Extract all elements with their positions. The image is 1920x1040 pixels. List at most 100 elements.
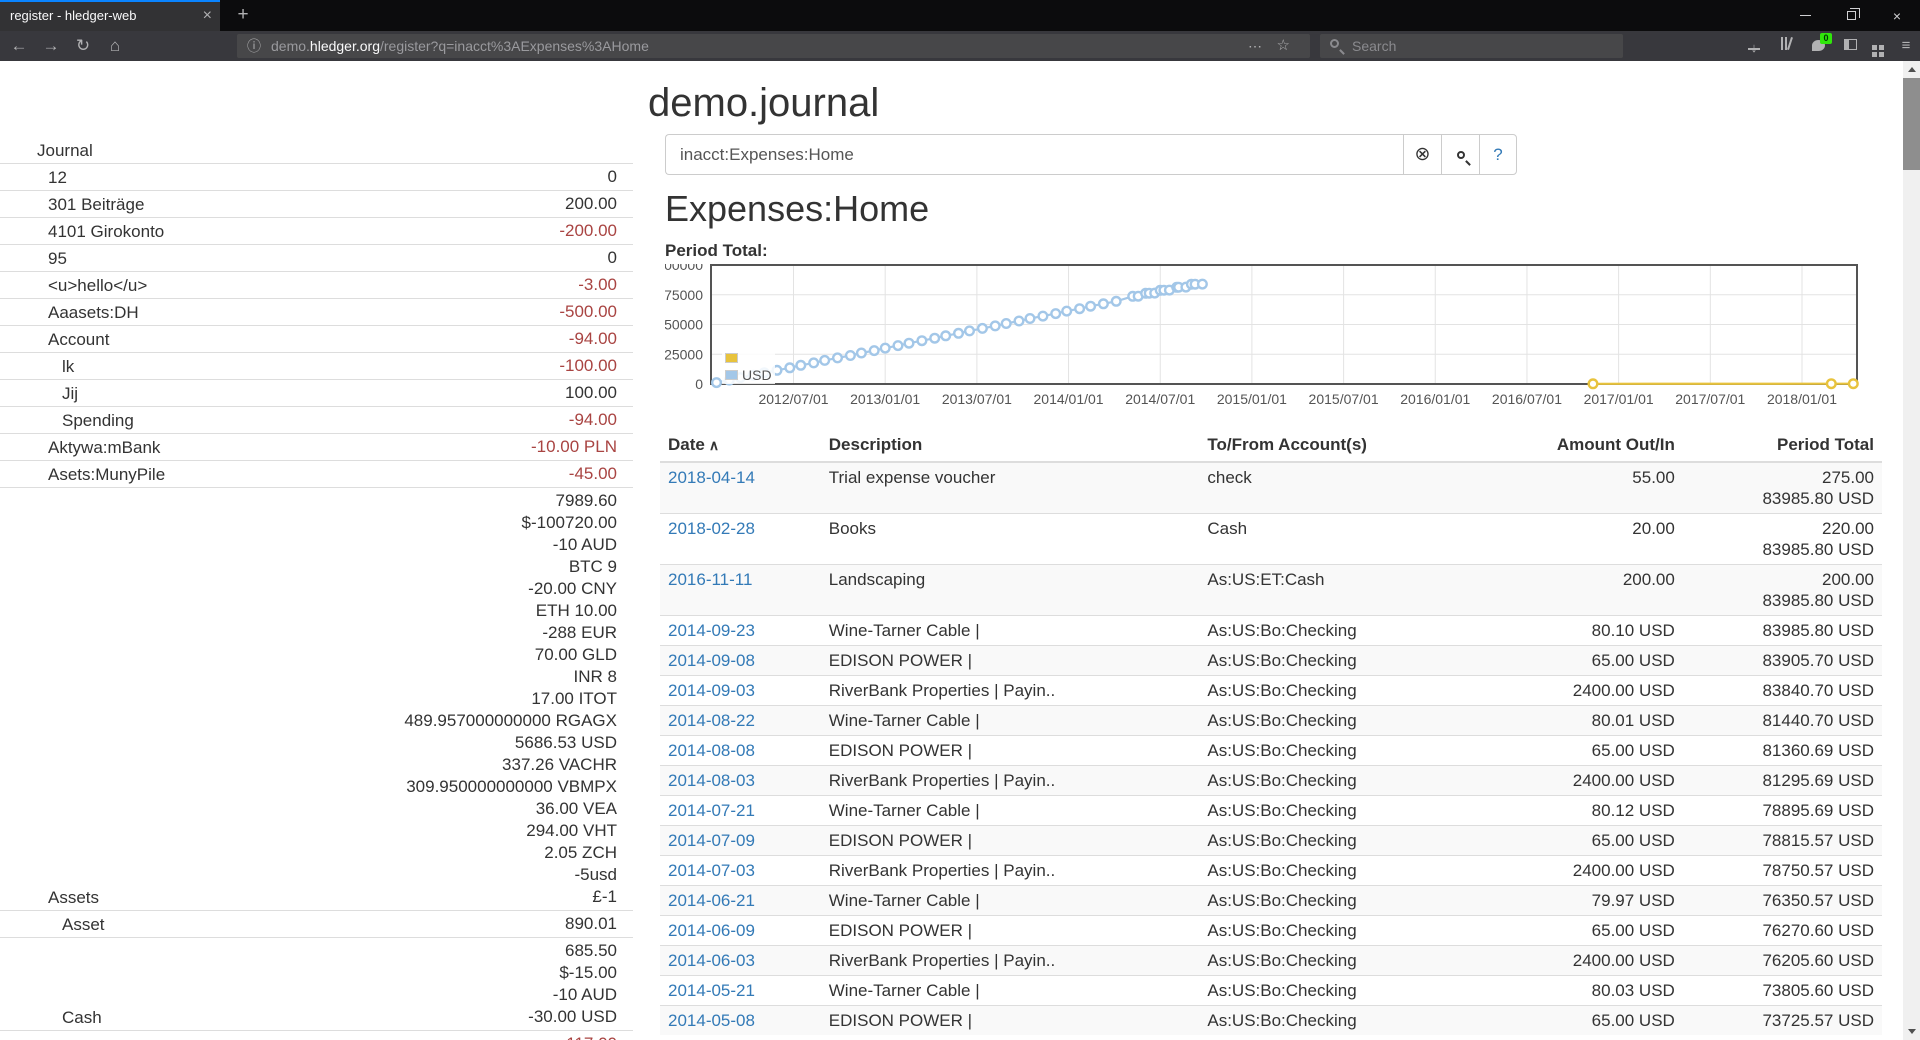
transaction-date-link[interactable]: 2014-07-03 (668, 861, 755, 880)
transaction-date-link[interactable]: 2018-02-28 (668, 519, 755, 538)
clear-search-button[interactable]: ⊗ (1403, 134, 1441, 175)
svg-text:2017/01/01: 2017/01/01 (1584, 391, 1654, 407)
sidebar-account-link[interactable]: 301 Beiträge (48, 195, 145, 214)
transaction-date-link[interactable]: 2014-08-22 (668, 711, 755, 730)
cell-description: RiverBank Properties | Payin.. (820, 765, 1200, 796)
table-row: 2014-06-21 Wine-Tarner Cable | As:US:Bo:Ch… (660, 885, 1882, 916)
forward-button[interactable]: → (42, 36, 60, 55)
cell-period-total: 73725.57 USD (1682, 1005, 1882, 1035)
sidebar-account-link[interactable]: 12 (48, 168, 67, 187)
window-minimize-button[interactable] (1782, 0, 1828, 31)
cell-description: Landscaping (820, 564, 1200, 616)
restore-icon (1846, 8, 1860, 20)
transaction-date-link[interactable]: 2014-09-08 (668, 651, 755, 670)
vertical-scrollbar[interactable] (1903, 61, 1920, 1040)
menu-button[interactable]: ≡ (1901, 37, 1911, 54)
bookmark-star-icon[interactable]: ☆ (1276, 37, 1290, 54)
cell-description: EDISON POWER | (820, 735, 1200, 766)
page-actions-icon[interactable]: ⋯ (1248, 38, 1262, 54)
balance-amount: -117.00 (561, 1033, 617, 1040)
home-button[interactable]: ⌂ (109, 36, 121, 55)
scroll-down-button[interactable] (1903, 1023, 1920, 1040)
sidebar-account-link[interactable]: Asset (62, 915, 105, 934)
svg-text:2012/07/01: 2012/07/01 (758, 391, 828, 407)
period-total-line: 76205.60 USD (1762, 951, 1874, 970)
period-total-line: 78815.57 USD (1762, 831, 1874, 850)
cell-period-total: 83840.70 USD (1682, 675, 1882, 706)
arrow-down-icon (1907, 1029, 1916, 1034)
downloads-button[interactable] (1740, 31, 1768, 63)
site-info-icon[interactable]: ⓘ (247, 38, 261, 54)
sidebar-row: Asset 890.01 (0, 910, 633, 937)
sidebar-account-link[interactable]: Cash (62, 1008, 102, 1027)
transaction-date-link[interactable]: 2014-08-03 (668, 771, 755, 790)
cell-date: 2014-05-21 (660, 975, 821, 1006)
back-button[interactable]: ← (10, 36, 28, 55)
transaction-date-link[interactable]: 2014-05-08 (668, 1011, 755, 1030)
svg-text:2015/07/01: 2015/07/01 (1309, 391, 1379, 407)
cell-amount: 65.00 USD (1473, 645, 1683, 676)
sidebar-account-link[interactable]: Account (48, 330, 110, 349)
transaction-date-link[interactable]: 2016-11-11 (668, 570, 753, 589)
window-close-button[interactable]: × (1892, 7, 1902, 24)
sidebar-account-link[interactable]: Aktywa:mBank (48, 438, 161, 457)
sidebar-account-link[interactable]: lk (62, 357, 75, 376)
query-input[interactable] (665, 134, 1403, 175)
scroll-up-button[interactable] (1903, 61, 1920, 78)
cell-account: As:US:ET:Cash (1199, 564, 1474, 616)
transaction-date-link[interactable]: 2014-06-03 (668, 951, 755, 970)
browser-search-field[interactable]: Search (1320, 34, 1623, 58)
sidebar-account-link[interactable]: Assets (48, 888, 100, 907)
reload-button[interactable]: ↻ (75, 36, 91, 55)
transaction-date-link[interactable]: 2014-07-21 (668, 801, 755, 820)
url-bar[interactable]: ⓘ demo.hledger.org/register?q=inacct%3AE… (237, 34, 1310, 58)
sidebar-journal-link[interactable]: Journal (37, 141, 93, 160)
scrollbar-thumb[interactable] (1903, 78, 1920, 170)
sidebar-account-link[interactable]: 4101 Girokonto (48, 222, 165, 241)
sidebar-toggle-button[interactable] (1836, 31, 1864, 61)
cell-date: 2014-09-03 (660, 675, 821, 706)
cell-period-total: 76270.60 USD (1682, 915, 1882, 946)
transaction-date-link[interactable]: 2014-06-09 (668, 921, 755, 940)
sidebar-account-balance: -94.00 (569, 328, 617, 350)
cell-period-total: 78750.57 USD (1682, 855, 1882, 886)
balance-amount: -100.00 (559, 356, 617, 375)
browser-tab[interactable]: register - hledger-web × (0, 0, 220, 31)
period-total-line: 83985.80 USD (1762, 540, 1874, 559)
sidebar-account-balance: -100.00 (559, 355, 617, 377)
extensions-grid-button[interactable] (1864, 31, 1892, 61)
transaction-date-link[interactable]: 2014-09-23 (668, 621, 755, 640)
transaction-date-link[interactable]: 2014-07-09 (668, 831, 755, 850)
transaction-date-link[interactable]: 2014-08-08 (668, 741, 755, 760)
svg-text:75000: 75000 (665, 287, 703, 303)
transaction-date-link[interactable]: 2018-04-14 (668, 468, 755, 487)
sidebar-account-link[interactable]: Asets:MunyPile (48, 465, 166, 484)
help-button[interactable]: ? (1479, 134, 1517, 175)
extension-badge: 0 (1820, 33, 1832, 44)
new-tab-button[interactable]: + (237, 4, 249, 25)
column-header-description: Description (820, 431, 1200, 463)
sidebar-row: Aktywa:mBank -10.00 PLN (0, 433, 633, 460)
extension-button[interactable]: 0 (1804, 31, 1832, 61)
sidebar-account-link[interactable]: <u>hello</u> (48, 276, 148, 295)
sidebar-account-balance: -10.00 PLN (531, 436, 617, 458)
transaction-date-link[interactable]: 2014-06-21 (668, 891, 755, 910)
transaction-date-link[interactable]: 2014-09-03 (668, 681, 755, 700)
tab-close-icon[interactable]: × (202, 7, 212, 24)
svg-text:0: 0 (695, 376, 703, 392)
table-row: 2014-05-08 EDISON POWER | As:US:Bo:Checkin… (660, 1005, 1882, 1035)
cell-account: As:US:Bo:Checking (1199, 675, 1474, 706)
period-total-line: 83985.80 USD (1762, 489, 1874, 508)
sidebar-account-link[interactable]: Spending (62, 411, 134, 430)
sidebar-account-link[interactable]: Jij (62, 384, 79, 403)
arrow-up-icon (1907, 67, 1916, 72)
transaction-date-link[interactable]: 2014-05-21 (668, 981, 755, 1000)
cell-date: 2014-07-21 (660, 795, 821, 826)
search-button[interactable] (1441, 134, 1479, 175)
sidebar-account-link[interactable]: Aaasets:DH (48, 303, 139, 322)
column-header-date[interactable]: Date ∧ (660, 431, 821, 463)
balance-amount: -288 EUR (542, 623, 617, 642)
window-restore-button[interactable] (1828, 0, 1874, 31)
sidebar-account-link[interactable]: 95 (48, 249, 67, 268)
library-button[interactable] (1772, 31, 1800, 61)
